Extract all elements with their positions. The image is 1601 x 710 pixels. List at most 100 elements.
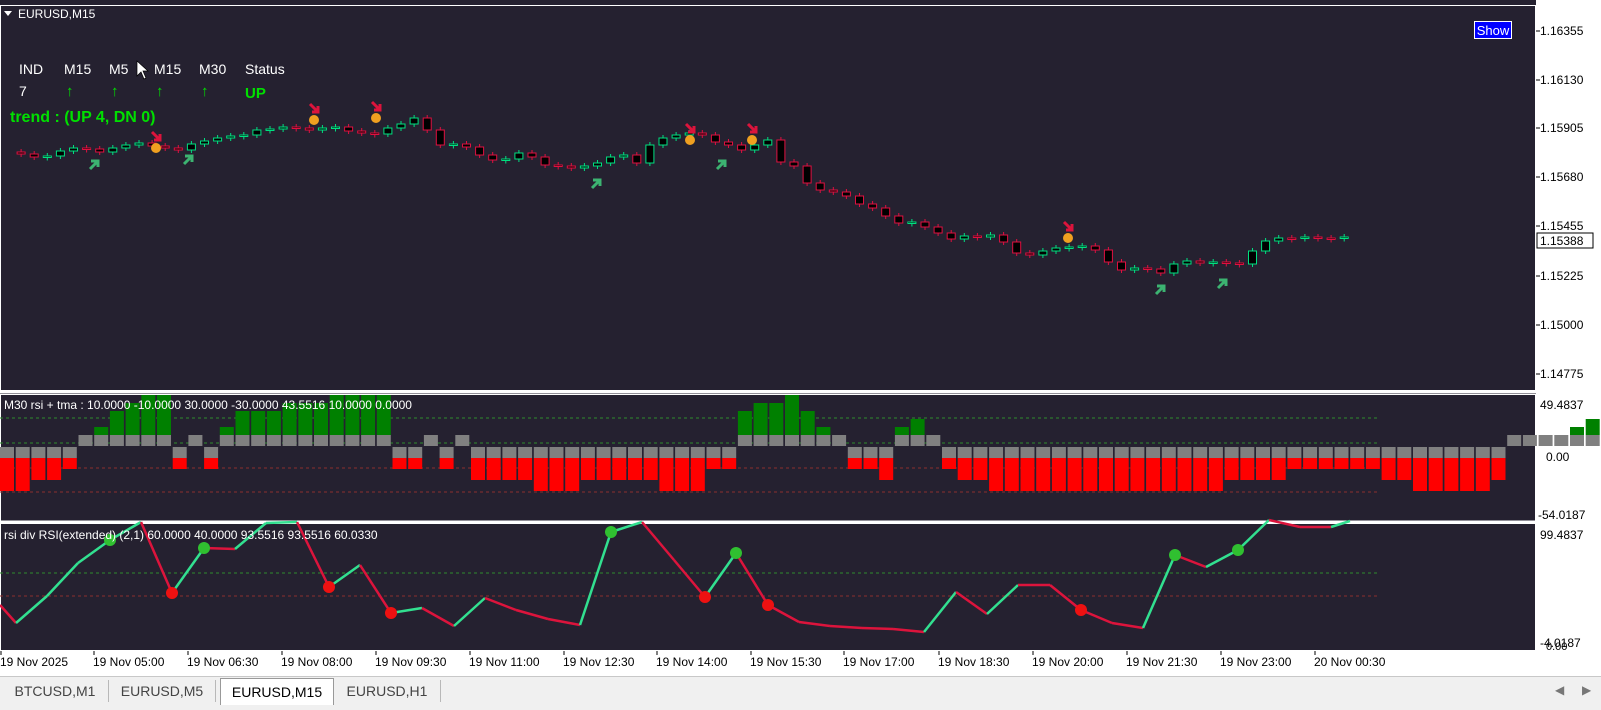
rsi-segment (955, 590, 988, 616)
candle-body (776, 139, 786, 163)
time-axis-label: 19 Nov 21:30 (1126, 655, 1198, 669)
histogram-bar (816, 435, 831, 446)
divergence-dot-icon (1075, 604, 1087, 616)
candle-body (55, 150, 65, 157)
rsi-segment (358, 564, 393, 614)
histogram-bar (1193, 458, 1208, 491)
histogram-bar (1444, 458, 1459, 491)
candle-body (409, 117, 419, 125)
signal-arrows (88, 100, 1228, 296)
histogram-bar (1067, 447, 1082, 458)
histogram-bar (690, 447, 705, 458)
ind1-axis-label: 49.4837 (1540, 398, 1584, 412)
candle-body (82, 147, 92, 150)
candle-body (186, 143, 196, 151)
histogram-bar (1365, 458, 1380, 469)
show-button[interactable]: Show (1474, 21, 1512, 39)
price-axis-label: 1.15905 (1540, 121, 1584, 135)
histogram-bar (282, 435, 297, 446)
histogram-bar (1004, 458, 1019, 491)
price-axis[interactable]: 1.16355 1.16130 1.15905 1.15680 1.15455 … (1536, 24, 1594, 381)
candle-body (632, 154, 642, 164)
histogram-bar (204, 458, 219, 469)
candle-body (42, 155, 52, 158)
histogram-bar (1381, 458, 1396, 480)
candle-body (593, 162, 602, 167)
sell-marker-icon (371, 113, 381, 123)
histogram-bar (1428, 447, 1443, 458)
candle-body (841, 191, 851, 197)
candlestick-series[interactable] (16, 115, 1349, 276)
candle-body (986, 234, 995, 238)
indicator1-axis[interactable]: 49.4837 0.00 -54.0187 (1538, 398, 1586, 522)
candle-body (291, 126, 301, 129)
indicator1-histogram[interactable] (0, 395, 1601, 491)
histogram-bar (486, 447, 501, 458)
histogram-bar (1256, 447, 1270, 458)
candle-body (370, 132, 380, 135)
rsi-segment (0, 604, 17, 624)
rsi-segment (798, 620, 831, 628)
indicator2-axis[interactable]: 99.4837 -4.0187 0.00 (1540, 528, 1584, 653)
candle-body (1090, 245, 1100, 251)
price-axis-label: 1.14775 (1540, 367, 1584, 381)
buy-arrow-icon (715, 159, 727, 171)
main-pane-bg[interactable] (0, 0, 1536, 676)
candle-body (671, 134, 681, 139)
collapse-triangle-icon[interactable] (4, 11, 12, 16)
dash-value-m30: ↑ (201, 83, 209, 100)
histogram-bar (769, 403, 784, 435)
histogram-bar (1381, 447, 1396, 458)
indicator2-rsi-line[interactable] (0, 518, 1351, 634)
candle-body (579, 165, 589, 169)
divergence-dot-icon (699, 591, 711, 603)
candle-body (462, 143, 471, 148)
candle-body (1339, 236, 1349, 239)
histogram-bar (1051, 447, 1066, 458)
histogram-bar (471, 458, 485, 480)
candle-body (1038, 250, 1048, 256)
histogram-bar (376, 435, 391, 446)
candle-body (422, 117, 432, 131)
candle-body (226, 135, 236, 139)
candle-body (1208, 261, 1218, 264)
tab-eurusd-h1[interactable]: EURUSD,H1 (334, 680, 441, 702)
tab-btcusd-m1[interactable]: BTCUSD,M1 (2, 680, 109, 702)
histogram-bar (1287, 458, 1302, 469)
histogram-bar (15, 447, 30, 458)
time-axis[interactable]: 19 Nov 2025 19 Nov 05:00 19 Nov 06:30 19 No… (0, 651, 1386, 669)
histogram-bar (31, 458, 46, 480)
histogram-bar (1224, 447, 1239, 458)
sell-arrow-icon (684, 122, 696, 134)
dashboard: IND M15 M5 M15 M30 Status 7 ↑ ↑ ↑ ↑ UP t… (10, 61, 285, 126)
histogram-bar (1271, 447, 1286, 458)
chart-canvas[interactable]: EURUSD,M15 IND M15 M5 M15 M30 Status 7 ↑… (0, 0, 1601, 676)
candle-body (855, 195, 864, 205)
histogram-bar (15, 458, 30, 491)
time-axis-label: 19 Nov 15:30 (750, 655, 822, 669)
candle-body (606, 156, 616, 164)
tab-eurusd-m15[interactable]: EURUSD,M15 (220, 678, 334, 705)
candle-body (1274, 237, 1284, 242)
histogram-bar (863, 447, 878, 458)
rsi-segment (861, 626, 894, 631)
candle-body (802, 165, 812, 184)
histogram-bar (455, 435, 470, 446)
price-axis-label: 1.15000 (1540, 318, 1584, 332)
scroll-left-icon[interactable]: ◀ (1555, 683, 1565, 697)
rsi-segment (578, 531, 613, 626)
histogram-bar (800, 411, 815, 435)
sell-arrow-icon (1062, 220, 1074, 232)
candle-body (1025, 252, 1035, 256)
scroll-right-icon[interactable]: ▶ (1582, 683, 1592, 697)
divergence-dot-icon (1169, 549, 1181, 561)
candle-body (959, 235, 969, 240)
rsi-segment (139, 521, 174, 594)
histogram-bar (1491, 447, 1506, 458)
tab-eurusd-m5[interactable]: EURUSD,M5 (109, 680, 216, 702)
histogram-bar (957, 458, 972, 480)
time-axis-bg (0, 651, 1536, 676)
candle-body (763, 139, 773, 146)
histogram-bar (329, 395, 344, 435)
candle-body (160, 145, 170, 149)
